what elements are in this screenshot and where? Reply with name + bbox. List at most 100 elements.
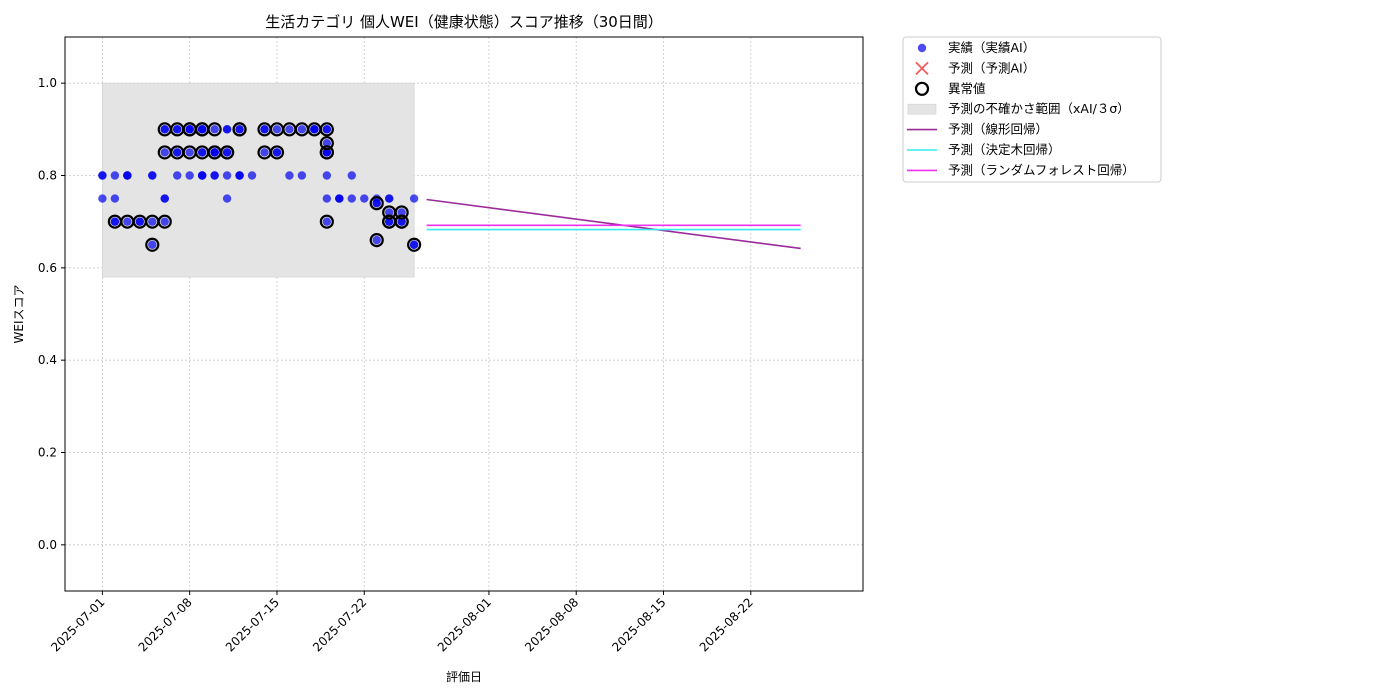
actual-point bbox=[322, 171, 332, 180]
chart-title: 生活カテゴリ 個人WEI（健康状態）スコア推移（30日間） bbox=[265, 13, 663, 31]
actual-point bbox=[197, 171, 207, 180]
actual-point bbox=[160, 125, 169, 134]
actual-point bbox=[347, 171, 356, 180]
x-tick-label: 2025-07-15 bbox=[223, 595, 282, 654]
actual-point bbox=[185, 171, 194, 180]
legend-label: 予測（ランダムフォレスト回帰） bbox=[948, 162, 1135, 177]
y-axis-label: WEIスコア bbox=[12, 285, 26, 344]
x-axis-label: 評価日 bbox=[446, 669, 482, 684]
actual-point bbox=[372, 199, 381, 208]
actual-point bbox=[372, 235, 381, 245]
legend-label: 異常値 bbox=[948, 81, 986, 96]
actual-point bbox=[322, 194, 332, 203]
actual-point bbox=[397, 217, 406, 226]
anomaly-marker bbox=[319, 214, 334, 229]
anomaly-marker bbox=[394, 205, 409, 220]
actual-point bbox=[384, 194, 394, 203]
legend-frame bbox=[902, 36, 1162, 183]
prediction-line bbox=[426, 198, 801, 250]
actual-point bbox=[335, 194, 344, 203]
legend-label: 予測（決定木回帰） bbox=[948, 142, 1061, 157]
actual-point bbox=[260, 148, 269, 157]
anomaly-marker bbox=[219, 145, 235, 160]
x-tick-label: 2025-08-01 bbox=[435, 595, 494, 654]
actual-point bbox=[148, 240, 157, 249]
actual-point bbox=[160, 194, 169, 203]
y-tick-label: 1.0 bbox=[38, 76, 57, 90]
anomaly-marker bbox=[319, 122, 334, 137]
legend-label: 予測（線形回帰） bbox=[948, 122, 1048, 137]
legend-label: 予測の不確かさ範囲（xAI/３σ） bbox=[948, 101, 1130, 116]
x-tick-label: 2025-07-08 bbox=[136, 595, 195, 654]
actual-point bbox=[285, 171, 294, 180]
actual-point bbox=[222, 125, 232, 134]
y-tick-label: 0.4 bbox=[38, 353, 57, 367]
y-tick-label: 0.0 bbox=[38, 538, 57, 552]
actual-point bbox=[347, 194, 356, 203]
actual-point bbox=[197, 125, 207, 134]
actual-point bbox=[110, 194, 120, 203]
prediction-lines bbox=[426, 198, 801, 250]
actual-point bbox=[384, 217, 394, 226]
legend-predicted-symbol bbox=[915, 61, 929, 76]
actual-point bbox=[397, 208, 406, 217]
anomaly-marker bbox=[232, 122, 247, 137]
y-tick-label: 0.6 bbox=[38, 261, 57, 275]
actual-point bbox=[272, 125, 282, 134]
x-tick-label: 2025-08-08 bbox=[522, 595, 581, 654]
actual-points bbox=[98, 125, 419, 249]
actual-point bbox=[197, 148, 207, 157]
actual-point bbox=[123, 171, 132, 180]
actual-point bbox=[160, 217, 169, 226]
anomaly-marker bbox=[319, 145, 334, 160]
y-axis-ticks: 0.0 0.2 0.4 0.6 0.8 1.0 bbox=[38, 76, 65, 552]
legend-label: 予測（予測AI） bbox=[948, 60, 1035, 75]
anomaly-marker bbox=[157, 214, 172, 229]
actual-point bbox=[222, 148, 232, 157]
actual-point bbox=[123, 217, 132, 226]
actual-point bbox=[322, 148, 332, 157]
actual-point bbox=[297, 171, 307, 180]
actual-point bbox=[185, 125, 194, 134]
actual-point bbox=[322, 138, 332, 148]
actual-point bbox=[297, 125, 307, 134]
anomaly-marker bbox=[319, 136, 334, 151]
anomaly-marker bbox=[269, 145, 285, 160]
actual-point bbox=[173, 125, 182, 134]
y-tick-label: 0.2 bbox=[38, 446, 57, 460]
x-tick-label: 2025-08-15 bbox=[609, 595, 668, 654]
anomaly-marker bbox=[407, 237, 422, 252]
uncertainty-band bbox=[102, 82, 415, 278]
actual-point bbox=[222, 194, 232, 203]
actual-point bbox=[173, 171, 182, 180]
actual-point bbox=[235, 171, 244, 180]
actual-point bbox=[360, 194, 369, 203]
legend-actual-symbol bbox=[917, 43, 927, 53]
actual-point bbox=[247, 171, 257, 180]
actual-point bbox=[110, 217, 120, 226]
anomaly-marker bbox=[369, 196, 384, 211]
x-tick-label: 2025-07-01 bbox=[48, 595, 107, 654]
legend-anomaly-symbol bbox=[914, 81, 930, 96]
actual-point bbox=[285, 125, 294, 134]
actual-point bbox=[260, 125, 269, 134]
actual-point bbox=[160, 148, 169, 157]
actual-point bbox=[98, 171, 107, 180]
anomaly-markers bbox=[107, 122, 422, 252]
actual-point bbox=[222, 171, 232, 180]
actual-point bbox=[322, 217, 332, 226]
actual-point bbox=[148, 171, 157, 180]
actual-point bbox=[310, 125, 319, 134]
anomaly-marker bbox=[145, 237, 160, 252]
legend-label: 実績（実績AI） bbox=[948, 40, 1035, 55]
anomaly-marker bbox=[207, 122, 222, 137]
plot-frame bbox=[64, 36, 864, 592]
actual-point bbox=[210, 171, 219, 180]
x-axis-ticks: 2025-07-01 2025-07-08 2025-07-15 2025-07-22… bbox=[48, 591, 756, 654]
actual-point bbox=[409, 194, 419, 203]
x-tick-label: 2025-08-22 bbox=[697, 595, 756, 654]
actual-point bbox=[322, 125, 332, 134]
x-tick-label: 2025-07-22 bbox=[310, 595, 369, 654]
